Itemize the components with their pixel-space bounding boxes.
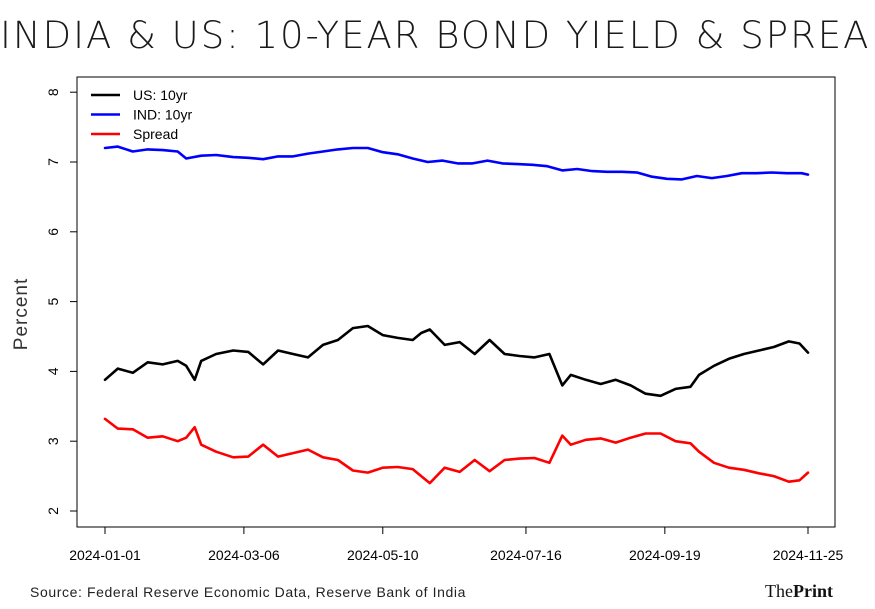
x-tick-label: 2024-03-06 xyxy=(208,547,280,563)
x-tick-label: 2024-11-25 xyxy=(773,547,844,563)
source-note: Source: Federal Reserve Economic Data, R… xyxy=(30,584,466,600)
brand-logo: ThePrint xyxy=(765,581,833,601)
series-line-us-10yr xyxy=(103,324,810,398)
x-tick-label: 2024-09-19 xyxy=(629,547,701,563)
y-tick-label: 8 xyxy=(45,88,61,96)
legend-label: US: 10yr xyxy=(133,87,188,103)
x-tick-label: 2024-05-10 xyxy=(347,547,419,563)
y-tick-label: 4 xyxy=(45,367,61,375)
series-line-spread xyxy=(103,417,810,485)
chart-title: INDIA & US: 10-YEAR BOND YIELD & SPREAD xyxy=(0,14,875,57)
y-tick-label: 2 xyxy=(45,507,61,515)
plot-frame xyxy=(76,76,836,528)
series-line-ind-10yr xyxy=(103,145,810,181)
y-tick-label: 7 xyxy=(45,158,61,166)
y-axis-label: Percent xyxy=(11,278,32,350)
x-tick-label: 2024-01-01 xyxy=(69,547,141,563)
y-tick-label: 6 xyxy=(45,228,61,236)
y-tick-label: 5 xyxy=(45,297,61,305)
y-tick-label: 3 xyxy=(45,437,61,445)
legend-label: IND: 10yr xyxy=(133,107,192,123)
legend-label: Spread xyxy=(133,126,178,142)
x-tick-label: 2024-07-16 xyxy=(490,547,562,563)
